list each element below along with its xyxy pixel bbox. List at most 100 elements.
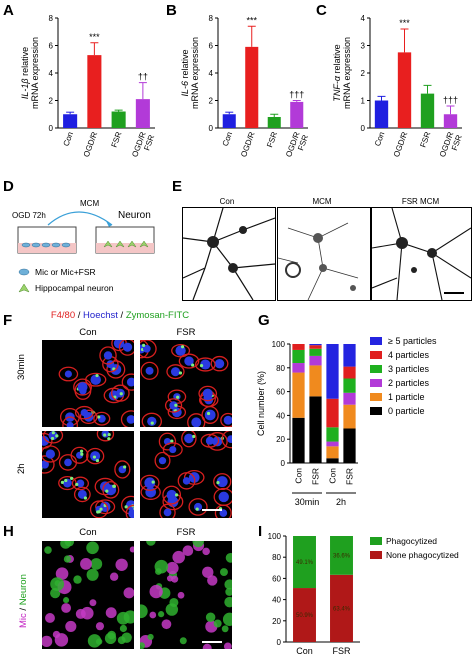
cell xyxy=(95,638,103,645)
g-stack-segment xyxy=(292,344,305,350)
cell xyxy=(80,606,94,620)
zymosan-particle xyxy=(50,436,55,441)
f-title: F4/80 / Hoechst / Zymosan-FITC xyxy=(0,310,240,321)
g-stack-segment xyxy=(326,446,339,459)
f-row-30min: 30min xyxy=(16,354,27,380)
cell-nucleus xyxy=(218,491,229,503)
i-legend-swatch xyxy=(370,551,382,559)
cell xyxy=(95,622,105,631)
cell-membrane xyxy=(85,372,107,387)
f-title-sep1: / xyxy=(75,310,84,321)
a-significance-mark: †† xyxy=(138,72,148,82)
cell xyxy=(42,635,53,648)
cell-membrane xyxy=(79,409,98,425)
cell-membrane xyxy=(121,373,134,391)
zymosan-particle xyxy=(75,482,79,487)
cell-membrane xyxy=(102,481,120,499)
a-y-label-rest: relative xyxy=(20,47,30,79)
cell-membrane xyxy=(125,504,134,518)
cell-membrane xyxy=(187,413,206,427)
zymosan-particle xyxy=(51,431,55,435)
cell xyxy=(221,625,229,633)
b-y-tick-label: 6 xyxy=(209,42,214,51)
micrograph-cells xyxy=(140,541,232,649)
c-x-tick-line: FSR xyxy=(418,130,432,148)
g-stack-segment xyxy=(343,378,356,393)
c-y-tick-label: 4 xyxy=(361,14,366,23)
cell-nucleus xyxy=(42,435,50,446)
cell-nucleus xyxy=(166,489,177,501)
g-stack-segment xyxy=(309,348,322,356)
g-legend-label: 0 particle xyxy=(388,406,425,416)
zymosan-particle xyxy=(192,434,196,439)
c-y-tick-label: 0 xyxy=(361,124,366,133)
chart-c-tnfa: 0 1 2 3 4 TNF-α relative mRNA expression Con ***… xyxy=(332,14,464,158)
b-x-tick-label: FSR xyxy=(265,130,279,148)
micrograph-cells xyxy=(140,431,232,518)
e-image-fsr-mcm xyxy=(371,207,472,301)
cell-membrane xyxy=(141,412,162,427)
cell-nucleus xyxy=(202,388,213,399)
e-neuron-con-drawing xyxy=(183,208,275,300)
b-significance-mark: *** xyxy=(246,15,257,25)
cell-nucleus xyxy=(42,460,49,469)
i-y-tick-label: 20 xyxy=(272,617,281,626)
zymosan-particle xyxy=(80,452,84,456)
cell xyxy=(45,613,55,623)
i-y-tick-label: 0 xyxy=(277,638,282,647)
f-image-con-2h xyxy=(42,431,134,518)
cell xyxy=(207,575,218,586)
a-x-tick-line: Con xyxy=(62,131,75,148)
zymosan-particle xyxy=(97,415,101,419)
g-y-tick-label: 20 xyxy=(276,435,285,444)
cell-membrane xyxy=(178,353,200,369)
c-x-tick-label: OGD/R xyxy=(392,130,410,158)
cell-membrane xyxy=(42,455,55,474)
schematic-d: OGD 72h MCM Neuron Mic or Mic+FSR Hippoc… xyxy=(8,195,168,300)
a-bar xyxy=(63,114,78,128)
cell-membrane xyxy=(43,431,64,444)
g-legend-label: 1 particle xyxy=(388,392,425,402)
a-bar xyxy=(111,111,126,128)
cell-nucleus xyxy=(158,456,167,465)
zymosan-particle xyxy=(170,439,174,443)
cell-membrane xyxy=(200,433,220,448)
g-group-label: 2h xyxy=(336,497,346,507)
cell xyxy=(107,630,116,640)
c-y-label-rest: relative xyxy=(332,44,342,76)
zymosan-particle xyxy=(123,465,127,469)
b-y-label: IL-6 relative xyxy=(180,49,190,96)
g-stack-segment xyxy=(343,344,356,367)
cell xyxy=(171,575,179,583)
cell xyxy=(179,637,187,645)
g-y-tick-label: 60 xyxy=(276,388,285,397)
cell xyxy=(140,642,145,649)
cell xyxy=(61,603,72,613)
a-y-tick-label: 2 xyxy=(49,97,54,106)
cell xyxy=(225,552,232,563)
a-x-tick-label: OGD/RFSR xyxy=(130,130,156,161)
g-x-tick-label: Con xyxy=(294,468,304,484)
b-y-tick-label: 0 xyxy=(209,124,214,133)
microglia-legend-label: Mic or Mic+FSR xyxy=(35,267,96,277)
g-stack-segment xyxy=(309,344,322,346)
g-stack-segment xyxy=(292,349,305,364)
neuron-label: Neuron xyxy=(118,210,151,221)
cell-membrane xyxy=(162,485,182,505)
cell xyxy=(123,587,134,599)
neuron-medium xyxy=(96,243,154,253)
microglia-legend-icon xyxy=(18,268,30,276)
chart-i-phagocytosis: 0 20 40 60 80 100 50.9% 49.1% Con 63.4% 36.6% FSR Ph… xyxy=(268,532,459,656)
i-y-tick-label: 100 xyxy=(268,532,282,541)
f-title-f480: F4/80 xyxy=(50,310,76,321)
cell xyxy=(60,541,72,549)
g-stack-segment xyxy=(309,355,322,366)
zymosan-particle xyxy=(42,467,43,470)
i-segment-value-label: 50.9% xyxy=(296,613,314,619)
cell-membrane xyxy=(71,476,89,491)
zymosan-particle xyxy=(150,421,154,425)
cell xyxy=(166,561,179,575)
cell-nucleus xyxy=(169,401,178,410)
cell xyxy=(161,619,172,630)
cell-membrane xyxy=(154,451,171,470)
